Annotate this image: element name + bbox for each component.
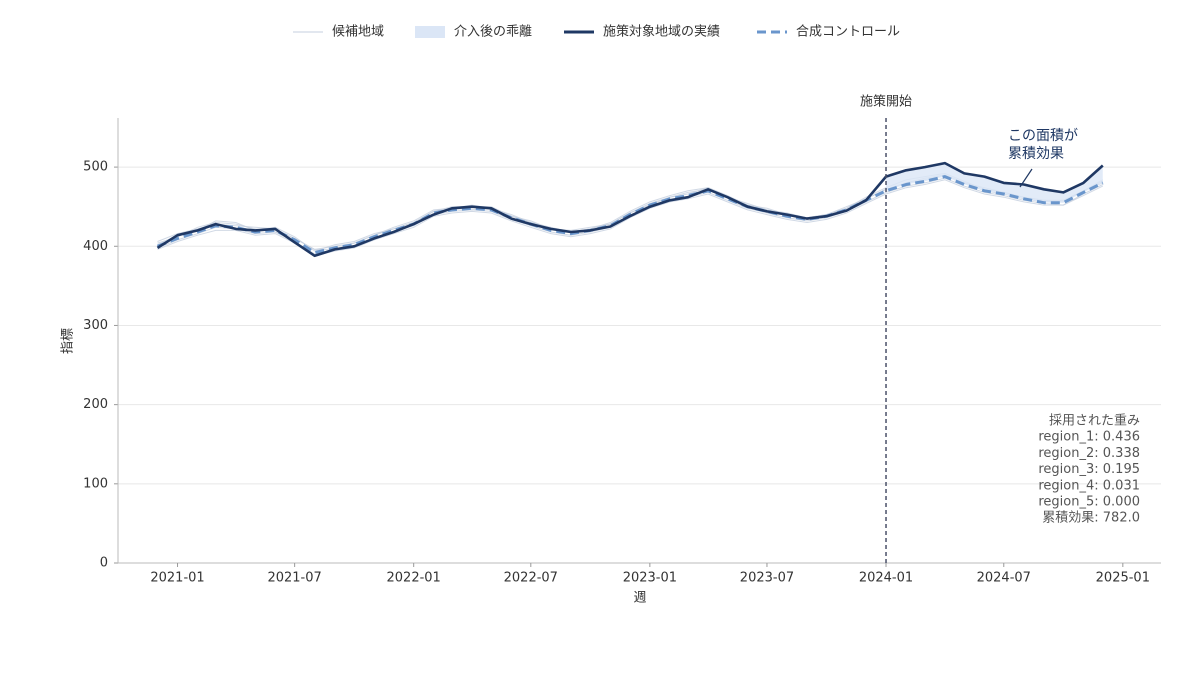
series-line [156, 175, 1104, 255]
y-tick-label: 300 [83, 318, 108, 333]
y-tick-label: 400 [83, 239, 108, 254]
y-tick-label: 200 [83, 397, 108, 412]
x-tick-label: 2022-01 [387, 571, 441, 586]
weights-text: region_2: 0.338 [1038, 446, 1140, 461]
x-tick-label: 2022-07 [504, 571, 558, 586]
weights-text: 累積効果: 782.0 [1042, 511, 1140, 526]
legend-label: 介入後の乖離 [454, 25, 532, 40]
x-tick-label: 2025-01 [1096, 571, 1150, 586]
annotation: この面積が [1008, 128, 1078, 144]
legend-swatch [415, 26, 445, 38]
weights-text: region_1: 0.436 [1038, 430, 1140, 445]
legend-label: 合成コントロール [796, 25, 900, 40]
legend-label: 施策対象地域の実績 [603, 24, 720, 40]
x-tick-label: 2024-01 [859, 571, 913, 586]
x-tick-label: 2024-07 [977, 571, 1031, 586]
x-tick-label: 2021-01 [150, 571, 204, 586]
weights-text: region_3: 0.195 [1038, 462, 1140, 477]
y-tick-label: 0 [100, 556, 108, 571]
legend-label: 候補地域 [332, 25, 384, 40]
x-axis-label: 週 [633, 591, 646, 606]
gap-band [886, 163, 1103, 203]
y-axis-label: 指標 [61, 328, 76, 354]
x-tick-label: 2023-07 [740, 571, 794, 586]
y-tick-label: 500 [83, 160, 108, 175]
weights-text: 採用された重み [1049, 413, 1140, 429]
series-line [156, 161, 1104, 258]
annotation: 累積効果 [1008, 146, 1064, 162]
weights-text: region_5: 0.000 [1038, 495, 1140, 510]
x-tick-label: 2021-07 [267, 571, 321, 586]
intervention-label: 施策開始 [860, 94, 912, 110]
y-tick-label: 100 [83, 476, 108, 491]
annotation-arrow [1019, 168, 1033, 188]
x-tick-label: 2023-01 [623, 571, 677, 586]
weights-text: region_4: 0.031 [1038, 478, 1140, 493]
